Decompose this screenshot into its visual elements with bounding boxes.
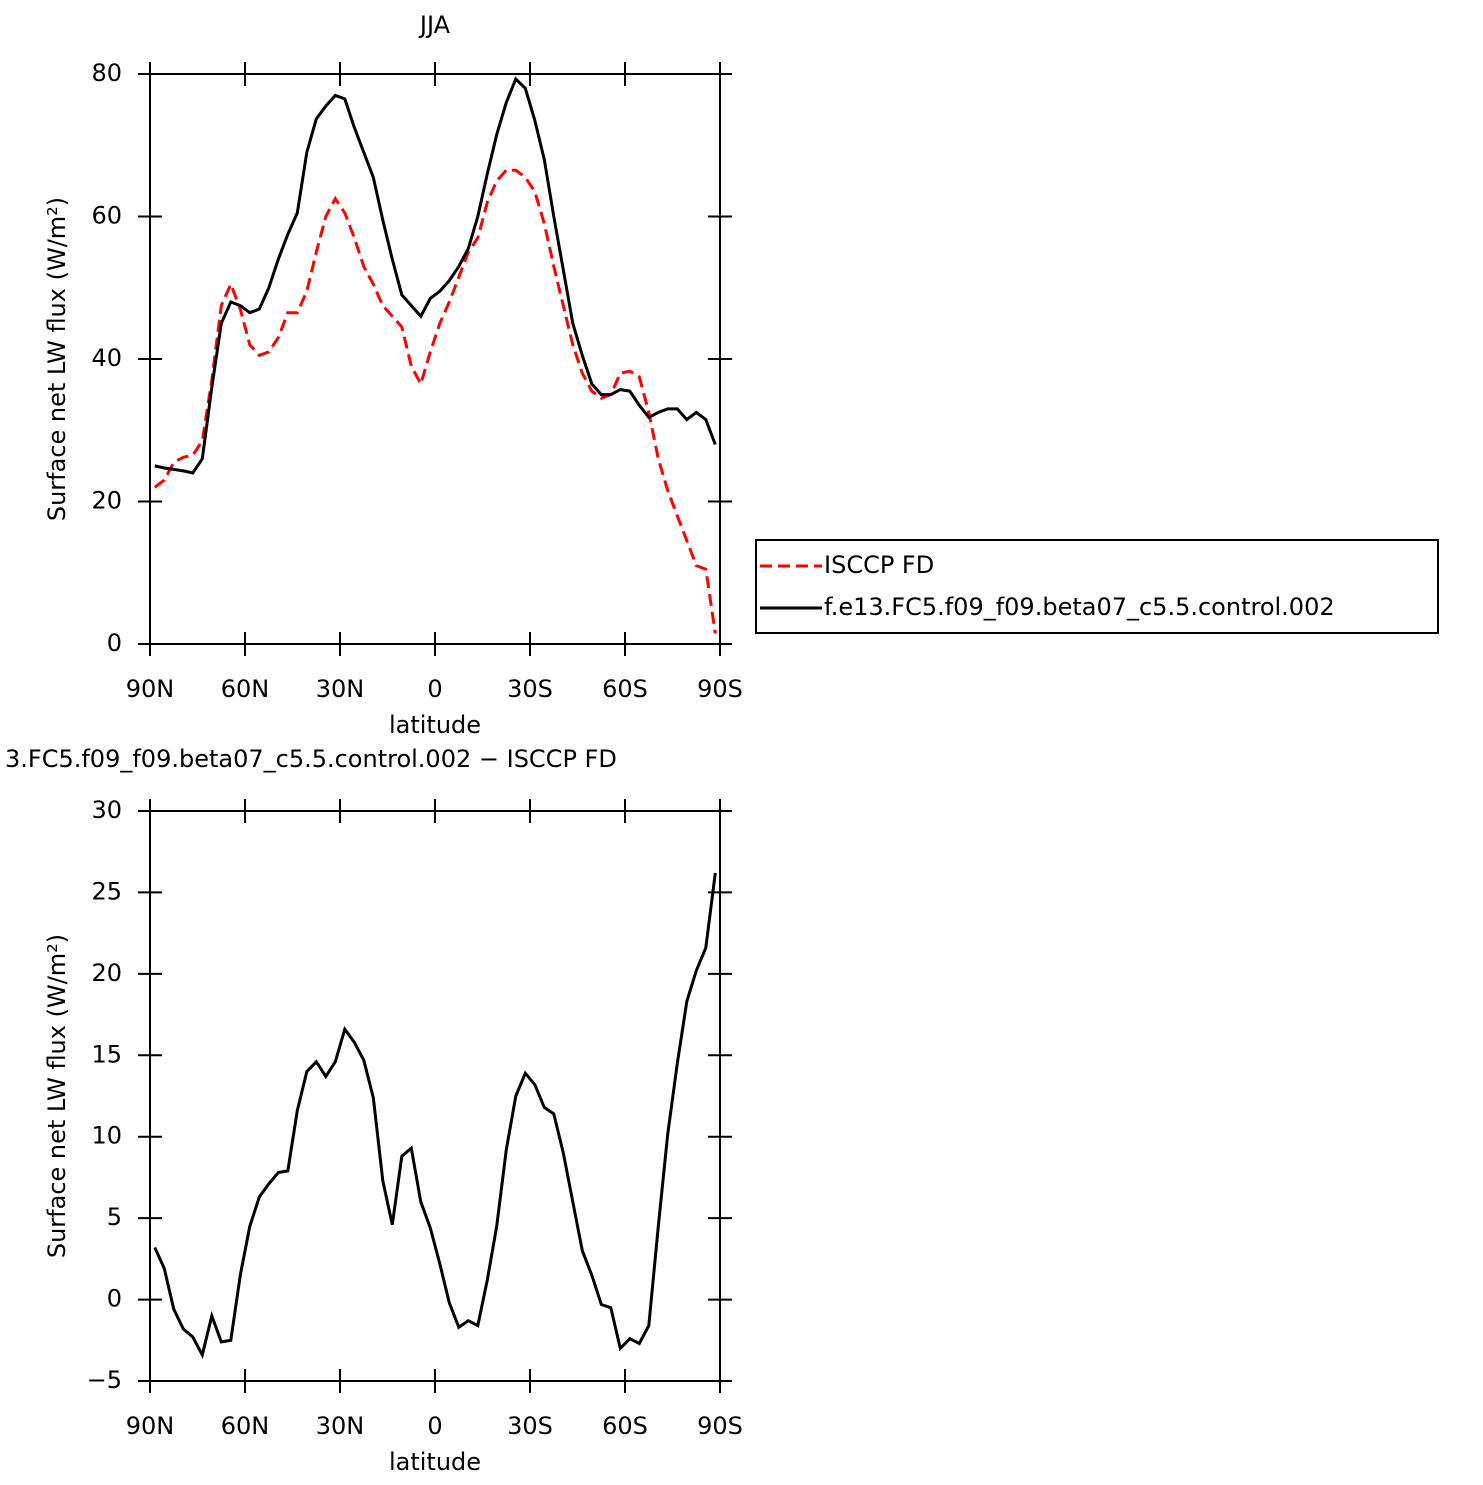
y-tick-label: 25 xyxy=(91,877,122,905)
legend-box xyxy=(755,539,1439,634)
x-tick-label: 30N xyxy=(316,675,365,703)
chart-title: JJA xyxy=(418,11,451,39)
chart-title: 3.FC5.f09_f09.beta07_c5.5.control.002 − … xyxy=(5,745,617,773)
x-tick-label: 30N xyxy=(316,1412,365,1440)
y-tick-label: 15 xyxy=(91,1040,122,1068)
plot-frame xyxy=(149,73,721,645)
y-tick-label: 0 xyxy=(107,629,122,657)
y-tick-label: 80 xyxy=(91,59,122,87)
x-axis-label: latitude xyxy=(389,1448,481,1476)
y-axis-label: Surface net LW flux (W/m²) xyxy=(43,934,71,1258)
x-tick-label: 60S xyxy=(602,1412,648,1440)
data-line xyxy=(154,76,717,475)
x-tick-label: 60N xyxy=(221,675,270,703)
x-tick-label: 30S xyxy=(507,675,553,703)
x-tick-label: 60N xyxy=(221,1412,270,1440)
plot-frame xyxy=(149,810,721,1382)
x-tick-label: 0 xyxy=(427,1412,442,1440)
data-line xyxy=(153,872,717,1360)
x-axis-label: latitude xyxy=(389,711,481,739)
y-tick-label: 60 xyxy=(91,202,122,230)
legend-label: f.e13.FC5.f09_f09.beta07_c5.5.control.00… xyxy=(824,593,1335,621)
y-tick-label: 40 xyxy=(91,344,122,372)
y-tick-label: 10 xyxy=(91,1122,122,1150)
y-tick-label: 5 xyxy=(107,1203,122,1231)
x-tick-label: 30S xyxy=(507,1412,553,1440)
x-tick-label: 90S xyxy=(697,1412,743,1440)
y-tick-label: 30 xyxy=(91,796,122,824)
y-tick-label: 20 xyxy=(91,487,122,515)
y-tick-label: 0 xyxy=(107,1285,122,1313)
x-tick-label: 90N xyxy=(126,675,175,703)
y-tick-label: −5 xyxy=(87,1366,122,1394)
x-tick-label: 90N xyxy=(126,1412,175,1440)
x-tick-label: 0 xyxy=(427,675,442,703)
y-tick-label: 20 xyxy=(91,959,122,987)
y-axis-label: Surface net LW flux (W/m²) xyxy=(43,197,71,521)
x-tick-label: 90S xyxy=(697,675,743,703)
data-line xyxy=(153,168,717,634)
legend-label: ISCCP FD xyxy=(824,551,934,579)
x-tick-label: 60S xyxy=(602,675,648,703)
